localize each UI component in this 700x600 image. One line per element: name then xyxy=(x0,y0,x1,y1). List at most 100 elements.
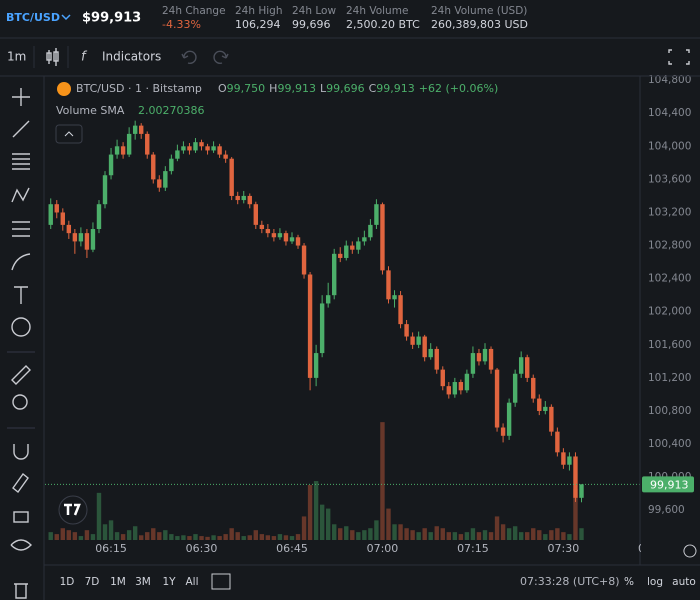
volume-bar xyxy=(271,536,277,540)
candle-body xyxy=(422,336,427,358)
range-button[interactable]: 1D xyxy=(60,576,75,588)
ohlc-value: 99,913 xyxy=(376,82,415,95)
stat-label: 24h Change xyxy=(162,5,226,17)
crosshair-tool[interactable] xyxy=(12,88,30,106)
hide-tool[interactable] xyxy=(10,539,32,551)
volume-bar xyxy=(573,488,578,540)
range-button[interactable]: 3M xyxy=(135,576,151,588)
last-price-tag xyxy=(642,476,694,493)
candle-body xyxy=(78,233,84,242)
candle-body xyxy=(332,253,337,296)
candle-body xyxy=(567,456,572,465)
candle-body xyxy=(380,204,385,271)
candle-body xyxy=(476,353,482,362)
indicators-button[interactable]: Indicators xyxy=(102,50,161,64)
brush-tool[interactable] xyxy=(11,253,31,271)
emoji-tool[interactable] xyxy=(11,317,31,337)
candle-body xyxy=(229,158,234,196)
range-button[interactable]: 7D xyxy=(85,576,100,588)
scale-option[interactable]: auto xyxy=(672,576,696,588)
interval-button[interactable]: 1m xyxy=(7,50,26,64)
y-tick-label: 99,600 xyxy=(648,504,685,516)
candle-body xyxy=(108,154,114,176)
volume-bar xyxy=(247,535,252,540)
volume-bar xyxy=(223,534,228,540)
projection-tool[interactable] xyxy=(12,221,30,237)
candle-body xyxy=(151,154,156,180)
volume-bar xyxy=(90,534,96,540)
volume-bar xyxy=(235,532,240,540)
y-tick-label: 104,800 xyxy=(648,74,691,86)
scale-option[interactable]: % xyxy=(624,576,634,588)
last-price-label: 99,913 xyxy=(650,478,689,491)
volume-bar xyxy=(120,534,126,540)
settings-button[interactable] xyxy=(683,544,697,558)
fullscreen-button[interactable] xyxy=(668,49,690,65)
stat-label: 24h Low xyxy=(292,5,336,17)
volume-bar xyxy=(108,520,114,540)
volume-bar xyxy=(313,481,319,540)
candle-body xyxy=(66,224,72,234)
candle-body xyxy=(307,274,313,378)
trendline-tool[interactable] xyxy=(12,120,30,138)
magnet-tool[interactable] xyxy=(13,444,29,460)
lock-tool[interactable] xyxy=(13,511,29,523)
ohlc-prefix: H xyxy=(269,82,277,95)
candle-body xyxy=(494,369,500,428)
volume-bar xyxy=(500,524,506,540)
candle-body xyxy=(434,348,439,370)
symbol[interactable]: BTC/USD xyxy=(6,11,60,24)
pattern-tool[interactable] xyxy=(11,187,30,203)
fx-icon[interactable]: f xyxy=(81,50,88,65)
volume-bar xyxy=(428,532,433,540)
text-tool[interactable] xyxy=(14,286,28,304)
ruler-tool[interactable] xyxy=(11,365,31,385)
collapse-button[interactable] xyxy=(55,124,83,144)
range-button[interactable]: All xyxy=(185,576,198,588)
logo-mark xyxy=(64,503,81,516)
candle-body xyxy=(175,150,180,159)
clock: 07:33:28 (UTC+8) xyxy=(520,575,620,588)
lock-drawing-tool[interactable] xyxy=(12,472,29,494)
candle-body xyxy=(398,295,403,325)
volume-bar xyxy=(518,532,524,540)
undo-button[interactable] xyxy=(181,50,197,65)
volume-bar xyxy=(452,532,458,540)
volume-bar xyxy=(380,422,385,540)
fib-tool[interactable] xyxy=(12,153,30,170)
y-tick-label: 100,800 xyxy=(648,405,691,417)
candle-body xyxy=(392,295,397,300)
range-button[interactable]: 1M xyxy=(110,576,126,588)
volume-bar xyxy=(181,535,186,540)
date-range-button[interactable] xyxy=(211,573,231,590)
candle-body xyxy=(169,158,174,172)
candle-body xyxy=(259,224,265,230)
stat-value: 99,696 xyxy=(292,18,331,31)
volume-bar xyxy=(289,536,295,540)
volume-bar xyxy=(344,526,349,540)
volume-bar xyxy=(482,530,488,540)
candle-type-button[interactable] xyxy=(46,48,59,66)
delete-tool[interactable] xyxy=(14,583,28,599)
candle-body xyxy=(132,125,138,134)
volume-bar xyxy=(163,530,168,540)
zoom-tool[interactable] xyxy=(12,394,28,410)
ohlc-prefix: L xyxy=(320,82,327,95)
chevron[interactable] xyxy=(61,14,71,21)
volume-bar xyxy=(446,532,452,540)
candle-body xyxy=(500,427,506,436)
volume-bar xyxy=(151,528,156,540)
volume-bar xyxy=(470,528,476,540)
scale-option[interactable]: log xyxy=(647,576,663,588)
volume-bar xyxy=(488,532,494,540)
candle-body xyxy=(265,229,271,234)
range-button[interactable]: 1Y xyxy=(162,576,176,588)
volume-bar xyxy=(561,532,566,540)
candle-body xyxy=(350,245,355,250)
candle-body xyxy=(199,142,204,147)
candle-body xyxy=(446,386,452,395)
redo-button[interactable] xyxy=(213,50,229,65)
candle-body xyxy=(205,146,210,151)
volume-bar xyxy=(338,528,343,540)
